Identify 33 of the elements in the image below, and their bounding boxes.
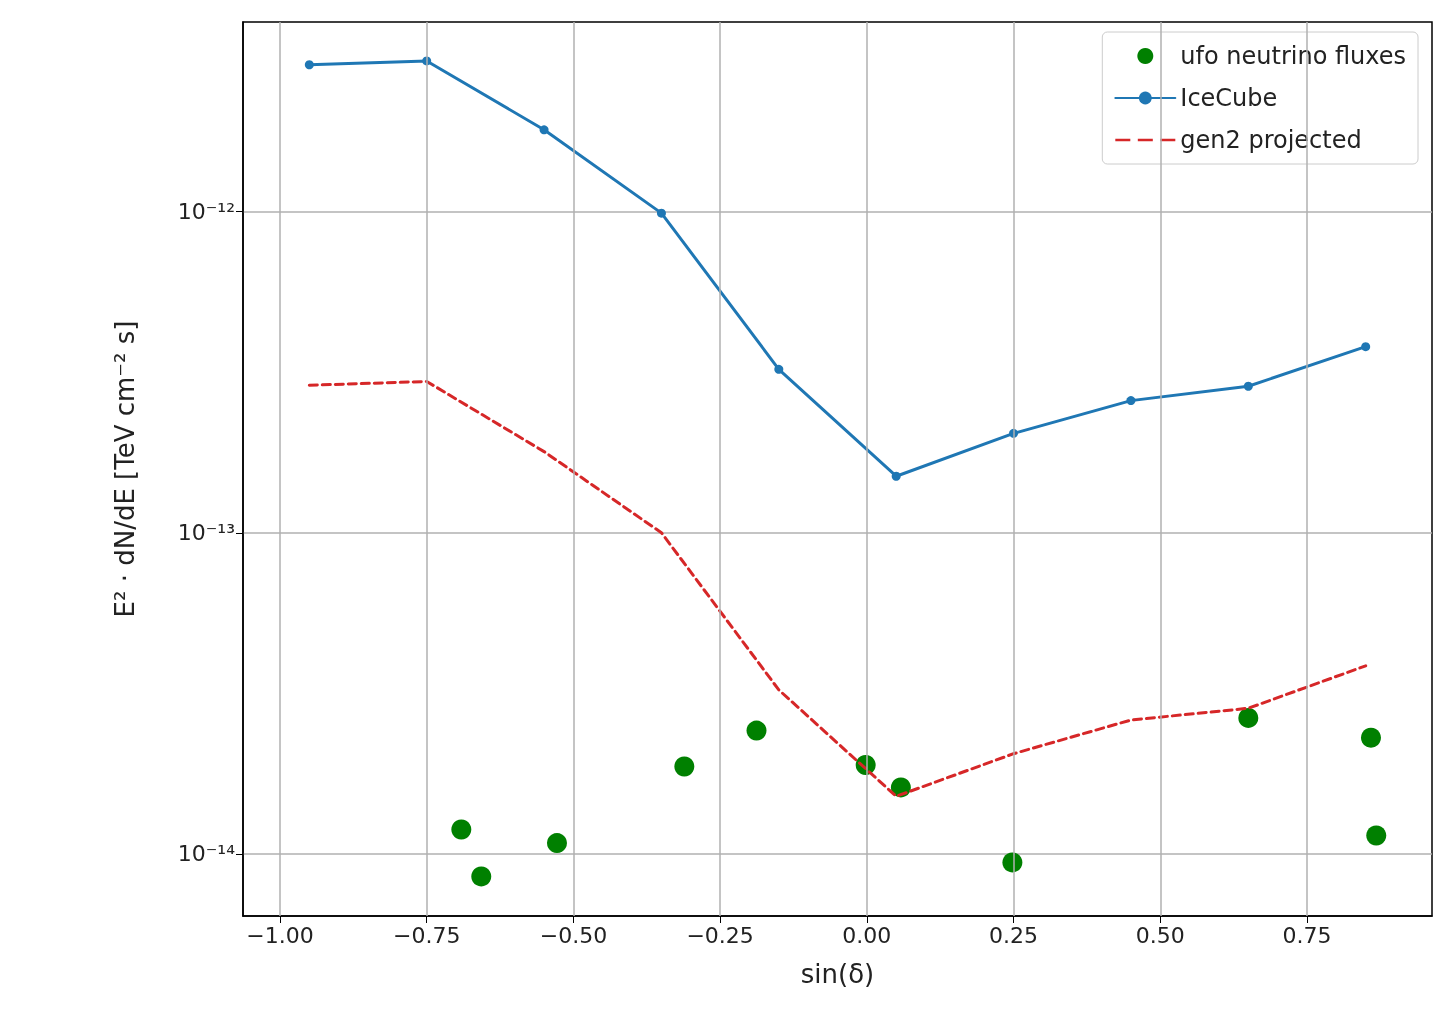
point <box>1243 381 1253 391</box>
point <box>674 756 695 777</box>
point <box>1238 707 1259 728</box>
point <box>1126 396 1136 406</box>
x-tick-label: 0.25 <box>989 922 1039 948</box>
x-tick-label: −0.75 <box>392 922 461 948</box>
x-tick-label: −0.25 <box>686 922 754 948</box>
y-axis-title: E² · dN/dE [TeV cm⁻² s] <box>110 320 140 618</box>
x-tick-label: 0.00 <box>842 922 892 948</box>
point <box>746 720 767 741</box>
line-series <box>307 379 1368 798</box>
point <box>656 208 666 218</box>
x-axis-title: sin(δ) <box>800 959 875 989</box>
x-tick-label: 0.75 <box>1282 922 1332 948</box>
point <box>774 364 784 374</box>
legend-label: ufo neutrino fluxes <box>1180 42 1407 70</box>
point <box>471 866 492 887</box>
point <box>304 60 314 70</box>
point <box>547 833 567 854</box>
point <box>891 471 901 481</box>
legend-label: gen2 projected <box>1180 126 1362 154</box>
x-tick-label: −1.00 <box>246 922 314 948</box>
x-tick-label: −0.50 <box>539 922 608 948</box>
x-tick-label: 0.50 <box>1135 922 1185 948</box>
point <box>1360 727 1381 748</box>
point <box>1366 825 1387 846</box>
y-tick-label: 10⁻¹⁴ <box>177 841 236 867</box>
y-tick-label: 10⁻¹³ <box>177 520 235 546</box>
point <box>539 125 549 135</box>
legend-label: IceCube <box>1180 84 1278 112</box>
y-tick-label: 10⁻¹² <box>177 199 235 225</box>
point <box>451 819 472 840</box>
point <box>1361 342 1371 352</box>
